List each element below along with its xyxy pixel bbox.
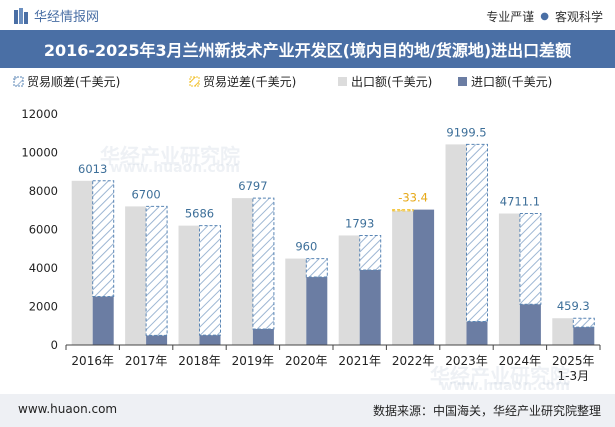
trade-surplus-bar <box>519 213 542 305</box>
data-label: 9199.5 <box>446 125 486 139</box>
legend-label-3: 出口额(千美元) <box>351 75 432 89</box>
chart: 贸易顺差(千美元) 贸易逆差(千美元) 出口额(千美元) 进口额(千美元) 0 2000… <box>13 74 601 383</box>
y-tick-label: 2000 <box>29 300 58 314</box>
y-tick-label: 6000 <box>29 223 58 237</box>
export-bar <box>125 206 147 345</box>
import-bar <box>519 304 541 345</box>
import-bar <box>146 335 168 345</box>
trade-surplus-bar <box>466 143 488 323</box>
y-tick-label: 4000 <box>29 261 58 275</box>
x-axis: 2016年 2017年 2018年 2019年 2020年 2021年 2022年 2023年… <box>65 344 601 383</box>
y-tick-label: 10000 <box>21 146 58 160</box>
footer: www.huaon.com 数据来源：中国海关，华经产业研究院整理 <box>0 394 615 427</box>
x-tick-label: 2017年 <box>125 354 168 368</box>
legend-swatch-3 <box>338 77 347 86</box>
tagline-1: 专业严谨 <box>486 10 535 24</box>
x-tick-label-line: 2020年 <box>285 354 328 368</box>
x-tick-label-line: 2025年 <box>552 354 595 368</box>
x-tick-label-line: 2022年 <box>392 354 435 368</box>
export-bar <box>178 225 200 345</box>
x-tick-label-line: 1-3月 <box>557 369 589 383</box>
trade-surplus-bar <box>572 317 595 328</box>
trade-surplus-bar <box>252 197 275 330</box>
x-tick-label-line: 2021年 <box>338 354 381 368</box>
trade-surplus-bar <box>199 225 221 336</box>
x-tick-label: 2022年 <box>392 354 435 368</box>
export-bar <box>392 210 414 345</box>
legend-label-2: 贸易逆差(千美元) <box>203 74 296 89</box>
x-tick-label: 2020年 <box>285 354 328 368</box>
tagline: 专业严谨 ● 客观科学 <box>486 8 603 25</box>
bars: 6013 6700 5686 6797 960 1793 -33.4 9199.5 4711.1… <box>71 125 595 345</box>
import-bar <box>252 328 274 345</box>
data-label: 5686 <box>185 207 214 221</box>
y-tick-label: 8000 <box>29 184 58 198</box>
x-tick-label-line: 2024年 <box>499 354 542 368</box>
data-label: 1793 <box>345 216 374 230</box>
import-bar <box>359 269 381 345</box>
x-tick-label: 2025年 1-3月 <box>552 354 595 383</box>
export-bar <box>552 318 574 345</box>
top-bar: 华经情报网 专业严谨 ● 客观科学 <box>0 0 615 30</box>
export-bar <box>338 235 360 345</box>
export-bar <box>498 213 520 345</box>
data-label: 6700 <box>131 187 160 201</box>
trade-surplus-bar <box>92 180 115 298</box>
x-tick-label-line: 2016年 <box>71 354 114 368</box>
legend-swatch-4 <box>458 77 467 86</box>
brand[interactable]: 华经情报网 <box>14 6 99 25</box>
x-tick-label: 2016年 <box>71 354 114 368</box>
dot-icon: ● <box>540 11 549 22</box>
huajing-logo-icon <box>14 7 28 24</box>
data-label: 6797 <box>238 179 267 193</box>
x-tick-label: 2021年 <box>338 354 381 368</box>
data-label: 6013 <box>78 162 107 176</box>
trade-surplus-bar <box>305 258 328 278</box>
import-bar <box>199 335 221 345</box>
import-bar <box>573 327 595 345</box>
x-tick-label: 2018年 <box>178 354 221 368</box>
export-bar <box>71 180 93 345</box>
footer-source: 数据来源：中国海关，华经产业研究院整理 <box>372 404 601 418</box>
legend-swatch-1 <box>13 76 24 87</box>
import-bar <box>92 296 114 345</box>
data-label: -33.4 <box>398 191 428 205</box>
y-tick-label: 12000 <box>21 107 58 121</box>
legend-label-1: 贸易顺差(千美元) <box>27 75 120 89</box>
legend-label-4: 进口额(千美元) <box>471 75 552 89</box>
footer-site[interactable]: www.huaon.com <box>18 402 118 416</box>
import-bar <box>306 277 328 345</box>
trade-surplus-bar <box>359 234 382 271</box>
x-tick-label-line: 2023年 <box>445 354 488 368</box>
export-bar <box>231 198 253 345</box>
trade-surplus-bar <box>145 205 168 336</box>
y-tick-label: 0 <box>51 338 58 352</box>
data-label: 4711.1 <box>500 195 540 209</box>
x-tick-label-line: 2019年 <box>232 354 275 368</box>
tagline-2: 客观科学 <box>554 10 603 24</box>
y-axis: 0 2000 4000 6000 8000 10000 12000 <box>21 107 58 352</box>
chart-title: 2016-2025年3月兰州新技术产业开发区(境内目的地/货源地)进出口差额 <box>0 30 615 68</box>
import-bar <box>466 321 488 345</box>
brand-name: 华经情报网 <box>34 10 100 25</box>
x-tick-label: 2019年 <box>232 354 275 368</box>
legend-swatch-2 <box>189 76 200 87</box>
data-label: 960 <box>295 240 317 254</box>
import-bar <box>413 209 435 345</box>
export-bar <box>285 258 307 345</box>
x-tick-label: 2024年 <box>499 354 542 368</box>
data-label: 459.3 <box>557 299 590 313</box>
x-tick-label-line: 2018年 <box>178 354 221 368</box>
x-tick-label-line: 2017年 <box>125 354 168 368</box>
x-tick-label: 2023年 <box>445 354 488 368</box>
export-bar <box>445 144 467 345</box>
legend: 贸易顺差(千美元) 贸易逆差(千美元) 出口额(千美元) 进口额(千美元) <box>13 74 552 89</box>
trade-deficit-bar <box>391 209 414 212</box>
